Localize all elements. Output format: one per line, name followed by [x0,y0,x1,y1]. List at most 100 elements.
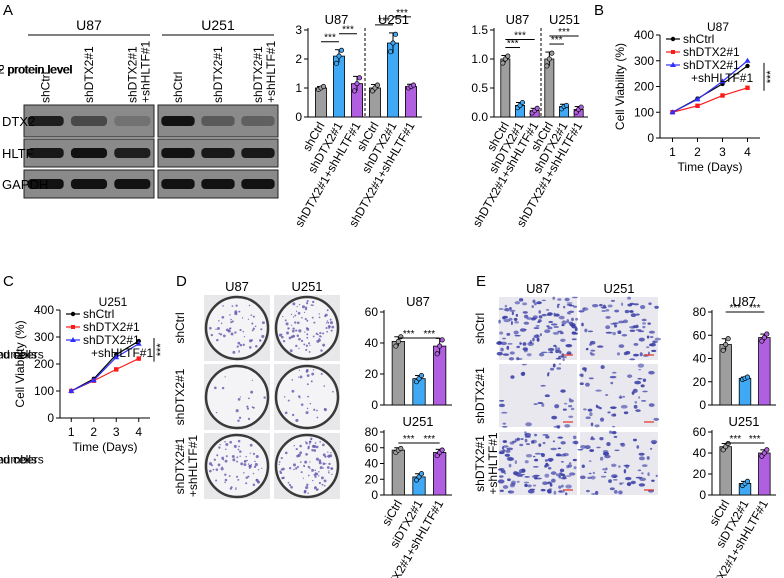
series-marker [719,78,726,84]
transwell-cell [625,464,629,469]
x-tick-label: 1 [669,145,676,159]
colony-dot [305,344,309,347]
colony-dot [213,458,216,461]
transwell-cell [564,424,571,428]
transwell-cell [611,463,617,467]
transwell-cell [605,331,613,334]
transwell-cell [590,422,594,427]
transwell-cell [522,347,529,351]
transwell-cell [544,394,550,398]
transwell-cell [521,371,526,376]
colony-dot [284,411,288,415]
legend-label: shDTX2#1 [683,45,740,59]
colony-dot [281,333,283,336]
colony-dot [287,327,290,330]
blot-lane-label: shDTX2#1 [125,46,139,103]
transwell-cell [623,351,628,356]
transwell-cell [557,303,560,306]
y-tick-label: 0.5 [471,81,488,95]
colony-dot [312,335,315,338]
colony-dot [291,413,295,417]
legend-label: shCtrl [83,307,114,321]
transwell-cell [618,396,623,399]
transwell-cell [516,480,520,483]
transwell-cell [619,482,625,484]
blot-lane-label: +shHLTF#1 [264,41,278,103]
colony-dot [329,318,332,321]
transwell-cell [566,319,570,324]
transwell-cell [499,489,504,493]
transwell-cell [544,329,551,334]
transwell-cell [547,467,552,470]
colony-dot [250,463,252,466]
transwell-cell [536,337,540,342]
transwell-cell [534,452,542,455]
transwell-cell [547,326,553,330]
transwell-cell [514,460,518,465]
transwell-cell [553,326,559,328]
colony-dot [239,455,241,457]
transwell-cell [607,304,613,308]
colony-dot [257,469,260,471]
transwell-cell [506,447,514,451]
transwell-cell [630,313,637,318]
colony-dot [290,313,293,316]
colony-dot [281,476,284,480]
transwell-cell [500,469,506,474]
transwell-cell [568,472,576,476]
transwell-cell [552,331,560,335]
colony-dot [325,463,327,465]
blot-lane-label: shDTX2#1 [211,46,225,103]
data-point [759,338,765,344]
transwell-cell [588,472,592,475]
x-tick-label: 2 [694,145,701,159]
data-point [390,40,396,46]
colony-dot [297,311,301,315]
colony-dish-icon [274,364,340,430]
series-marker [694,96,701,102]
colony-dot [246,407,250,410]
transwell-cell [607,411,611,414]
blot-band [70,148,108,158]
colony-dot [296,305,298,308]
colony-dish-icon [204,295,270,361]
colony-dot [246,459,248,462]
colony-dot [310,380,313,383]
colony-dot [304,306,308,309]
colony-dot [311,444,315,448]
transwell-cell [629,326,636,329]
colony-dot [215,468,219,471]
colony-dot [232,350,236,354]
colony-dot [296,334,300,337]
colony-dot [234,310,238,314]
transwell-cell [552,440,556,443]
transwell-cell [610,299,616,302]
colony-dot [315,445,319,449]
data-point [519,99,526,106]
colony-dot [308,342,311,345]
colony-dot [210,333,214,337]
colony-dot [224,376,226,378]
y-tick-label: 0 [371,398,378,412]
significance-label: *** [749,434,761,445]
bar [387,42,399,118]
transwell-cell [581,464,585,469]
colony-dot [247,475,250,478]
colony-dot [225,442,229,446]
colony-dot [315,332,318,335]
transwell-field-icon [580,432,658,495]
significance-label: *** [558,27,570,38]
chart-title: U251 [728,414,759,429]
colony-dot [312,300,315,304]
transwell-cell [574,327,578,332]
transwell-cell [637,377,643,380]
transwell-cell [623,469,627,474]
transwell-cell [546,464,550,467]
transwell-cell [650,447,653,450]
blot-band [27,148,64,158]
transwell-cell [633,353,640,357]
colony-dot [293,468,295,471]
transwell-cell [653,417,660,421]
transwell-cell [591,493,596,495]
